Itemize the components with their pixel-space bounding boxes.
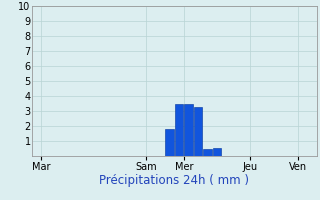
- Bar: [175, 104, 183, 156]
- Bar: [165, 129, 174, 156]
- Bar: [213, 148, 221, 156]
- Bar: [184, 104, 193, 156]
- Bar: [194, 106, 203, 156]
- X-axis label: Précipitations 24h ( mm ): Précipitations 24h ( mm ): [100, 174, 249, 187]
- Bar: [203, 148, 212, 156]
